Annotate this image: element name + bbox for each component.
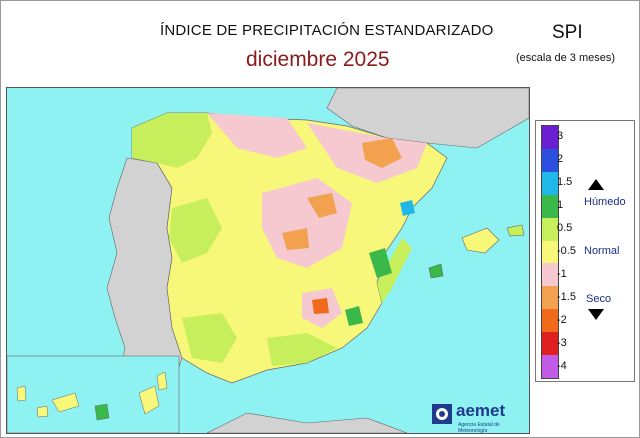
dry-north xyxy=(207,113,307,158)
ibiza xyxy=(428,263,444,279)
wet-galicia xyxy=(132,113,212,168)
canary-tenerife xyxy=(51,392,80,413)
legend-tick: -2 xyxy=(557,313,567,326)
legend: 3 2 1.5 1 0.5 -0.5 -1 -1.5 -2 -3 -4 Húmedo Normal … xyxy=(535,120,635,382)
legend-color-7 xyxy=(542,286,558,310)
legend-color-0 xyxy=(542,126,558,149)
legend-color-2 xyxy=(542,171,558,195)
dry-label: Seco xyxy=(586,293,612,305)
legend-color-6 xyxy=(542,263,558,287)
legend-tick: 2 xyxy=(557,153,564,166)
aemet-wordmark: aemet xyxy=(456,401,506,420)
aemet-logo: aemet Agencia Estatal de Meteorología xyxy=(430,401,530,434)
spi-map xyxy=(6,87,530,434)
aemet-tagline: Agencia Estatal de Meteorología xyxy=(458,422,500,434)
down-arrow-icon xyxy=(588,309,604,320)
drier-center-b xyxy=(282,228,309,250)
legend-tick: 1 xyxy=(557,199,564,212)
legend-tick: 3 xyxy=(557,130,564,143)
aemet-emblem-icon xyxy=(432,404,452,424)
wet-west xyxy=(169,198,222,263)
wet-south xyxy=(267,333,337,366)
legend-tick: 1.5 xyxy=(557,176,573,189)
canary-gomera xyxy=(36,405,49,418)
normal-label: Normal xyxy=(584,245,620,257)
canary-la-palma xyxy=(16,385,27,402)
legend-color-1 xyxy=(542,148,558,172)
legend-tick: -1.5 xyxy=(557,290,576,303)
legend-color-4 xyxy=(542,217,558,241)
drier-center-a xyxy=(307,193,337,218)
canary-fuerteventura xyxy=(138,385,160,415)
humid-label: Húmedo xyxy=(584,196,626,208)
up-arrow-icon xyxy=(588,179,604,190)
drier-ebro xyxy=(362,138,402,168)
menorca xyxy=(506,224,525,237)
map-period: diciembre 2025 xyxy=(246,48,390,71)
scale-note: (escala de 3 meses) xyxy=(516,52,616,64)
legend-tick: 0.5 xyxy=(557,222,573,235)
legend-color-5 xyxy=(542,240,558,264)
mallorca xyxy=(461,227,500,254)
map-title: ÍNDICE DE PRECIPITACIÓN ESTANDARIZADO xyxy=(160,22,494,39)
wet-southwest xyxy=(182,313,237,363)
wetter-valencia xyxy=(369,248,392,278)
legend-color-10 xyxy=(542,355,558,378)
legend-color-9 xyxy=(542,332,558,356)
wet-east-coast xyxy=(377,238,412,303)
canary-lanzarote xyxy=(156,371,168,391)
wetter-murcia xyxy=(345,306,363,326)
legend-tick: -0.5 xyxy=(557,245,576,257)
index-label: SPI xyxy=(552,22,583,43)
very-wet-castellon xyxy=(400,200,415,216)
legend-colorbar xyxy=(541,125,559,379)
legend-color-8 xyxy=(542,309,558,333)
canary-gran-canaria xyxy=(94,403,110,421)
legend-tick: -1 xyxy=(557,267,567,280)
africa-land xyxy=(206,412,408,433)
legend-tick: -4 xyxy=(557,359,567,372)
drier-southeast xyxy=(312,298,329,314)
legend-color-3 xyxy=(542,194,558,218)
legend-tick: -3 xyxy=(557,336,567,349)
